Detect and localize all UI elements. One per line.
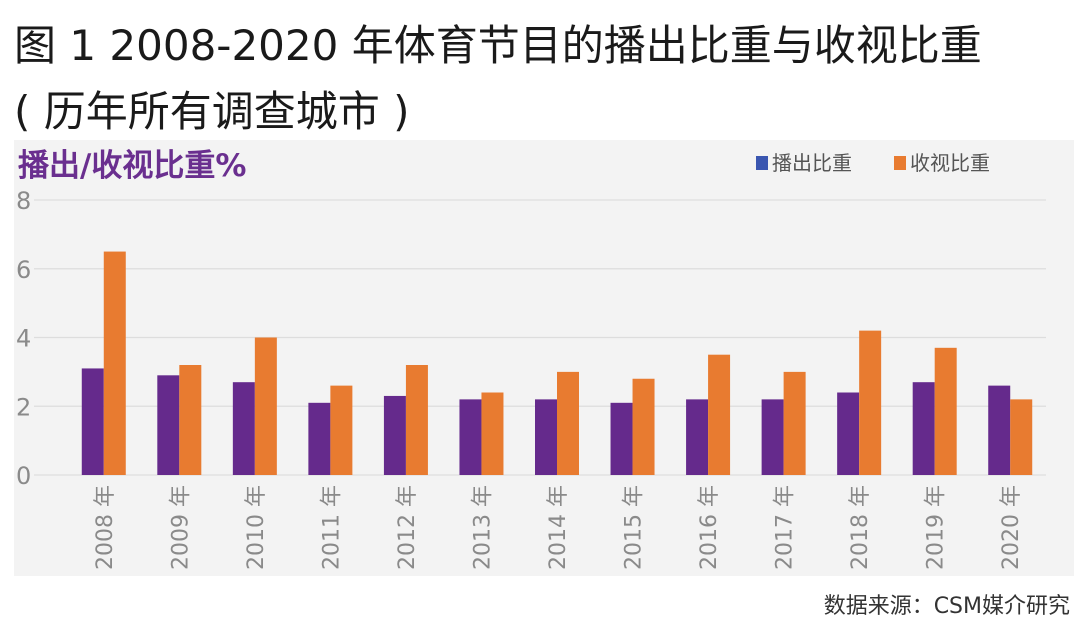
y-tick-label: 4 — [16, 325, 31, 353]
chart-panel: 0 2 4 6 8 播出/收视比重% 播出比重 收视比重 2008 年 2009 年 2010 年 2… — [14, 140, 1074, 576]
bar-broadcast — [308, 402, 331, 475]
bar-viewing — [557, 371, 579, 475]
chart-subtitle: ( 历年所有调查城市 ) — [14, 87, 410, 136]
bar-broadcast — [686, 399, 709, 475]
bar-viewing — [783, 371, 806, 475]
bar-viewing — [708, 354, 731, 475]
bar-broadcast — [157, 375, 180, 475]
bar-viewing — [254, 337, 277, 475]
bar-viewing — [103, 251, 126, 475]
bar-broadcast — [912, 382, 935, 475]
bar-viewing — [481, 392, 504, 475]
x-tick-label: 2009 年 — [168, 485, 193, 570]
bar-broadcast — [610, 402, 633, 475]
bar-viewing — [934, 347, 957, 475]
bar-broadcast — [535, 399, 557, 475]
x-tick-label: 2016 年 — [697, 485, 722, 570]
bar-broadcast — [232, 382, 255, 475]
x-tick-label: 2014 年 — [546, 485, 571, 570]
bar-broadcast — [81, 368, 104, 475]
bar-chart: 0 2 4 6 8 播出/收视比重% 播出比重 收视比重 2008 年 2009 年 2010 年 2… — [16, 148, 1046, 570]
bar-broadcast — [459, 399, 482, 475]
bar-viewing — [632, 378, 655, 475]
legend-label: 播出比重 — [772, 151, 852, 175]
bar-viewing — [330, 385, 353, 475]
bar-broadcast — [837, 392, 860, 475]
x-tick-label: 2015 年 — [622, 485, 647, 570]
bar-viewing — [859, 330, 882, 475]
x-tick-label: 2012 年 — [395, 485, 420, 570]
y-axis-label: 播出/收视比重% — [18, 148, 246, 184]
x-tick-label: 2010 年 — [244, 485, 269, 570]
bar-broadcast — [383, 395, 406, 475]
legend-swatch — [756, 156, 768, 170]
x-tick-label: 2018 年 — [848, 485, 873, 570]
bar-broadcast — [761, 399, 784, 475]
bar-viewing — [405, 365, 428, 475]
x-tick-label: 2008 年 — [93, 485, 118, 570]
y-tick-label: 0 — [16, 462, 31, 490]
y-tick-label: 6 — [16, 256, 31, 284]
x-tick-label: 2019 年 — [924, 485, 949, 570]
data-source: 数据来源：CSM媒介研究 — [823, 594, 1070, 619]
x-tick-label: 2011 年 — [319, 485, 344, 570]
bar-viewing — [1010, 399, 1033, 475]
legend-label: 收视比重 — [910, 151, 990, 175]
bar-broadcast — [988, 385, 1011, 475]
x-tick-label: 2020 年 — [999, 485, 1024, 570]
x-tick-label: 2013 年 — [470, 485, 495, 570]
legend-swatch — [894, 156, 906, 170]
chart-title: 图 1 2008-2020 年体育节目的播出比重与收视比重 — [14, 21, 982, 70]
bar-viewing — [179, 365, 202, 475]
y-tick-label: 2 — [16, 393, 31, 421]
x-tick-label: 2017 年 — [773, 485, 798, 570]
y-tick-label: 8 — [16, 187, 31, 215]
